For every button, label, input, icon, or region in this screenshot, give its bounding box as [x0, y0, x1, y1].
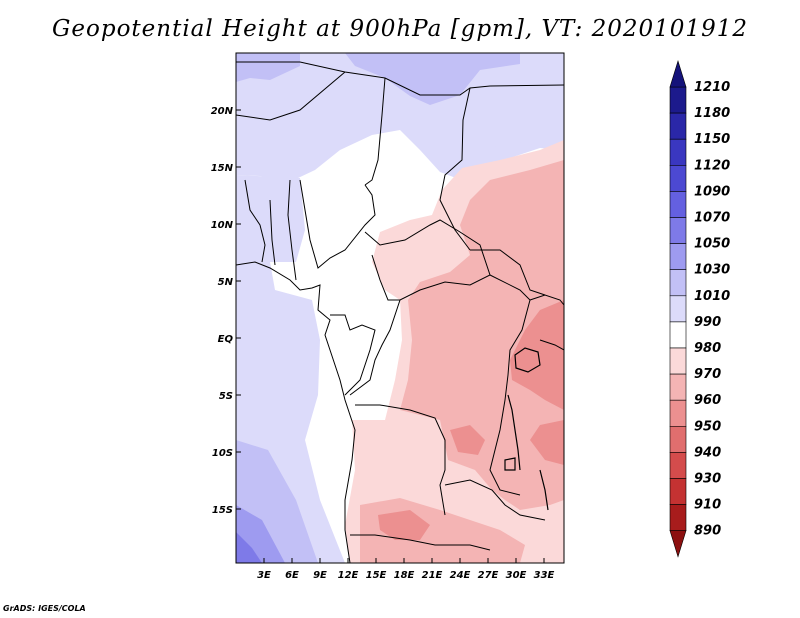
colorbar-label: 1210: [694, 80, 730, 95]
colorbar-swatch: [669, 504, 687, 532]
colorbar-swatch: [669, 321, 687, 349]
colorbar-label: 960: [694, 393, 721, 408]
lake-victoria: [514, 347, 541, 373]
colorbar-swatch: [669, 478, 687, 505]
colorbar-swatch: [669, 425, 687, 453]
lat-label: 15S: [212, 505, 233, 516]
colorbar-label: 940: [694, 445, 721, 460]
lon-labels: 3E 6E 9E 12E 15E 18E 21E 24E 27E 30E 33E: [257, 570, 554, 581]
lake-tanganyika: [507, 394, 521, 471]
colorbar-label: 950: [694, 419, 721, 434]
map-plot: [236, 53, 564, 563]
border-tanzania: [539, 339, 564, 351]
colorbar-label: 1050: [694, 237, 730, 252]
lon-label: 15E: [366, 570, 387, 581]
colorbar-label: 1010: [694, 289, 730, 304]
colorbar-swatch: [669, 191, 687, 218]
border-sudan-sudan: [470, 249, 546, 296]
colorbar-label: 970: [694, 367, 721, 382]
border-north-line: [236, 61, 564, 96]
border-niger-chad: [364, 77, 386, 186]
colorbar-swatch: [669, 217, 687, 244]
colorbar-swatch: [669, 138, 687, 166]
border-angola-namibia: [350, 534, 491, 551]
colorbar-label: 910: [694, 498, 721, 513]
lon-label: 33E: [534, 570, 555, 581]
chart-title: Geopotential Height at 900hPa [gpm], VT:…: [52, 16, 748, 42]
lon-label: 9E: [313, 570, 327, 581]
colorbar-swatch: [669, 243, 687, 271]
lon-label: 3E: [257, 570, 271, 581]
border-angola: [355, 404, 446, 516]
lat-label: 20N: [211, 106, 234, 117]
map-frame: [235, 52, 565, 564]
colorbar-min-arrow: [669, 530, 687, 558]
contour-1090-sw: [236, 532, 262, 563]
contour-960-central-cell: [450, 425, 485, 455]
country-borders: [236, 61, 564, 563]
contour-960-south-cell: [378, 510, 430, 540]
border-coast-west-africa: [236, 261, 356, 563]
lat-label: 10S: [212, 448, 233, 459]
lat-label: 15N: [211, 163, 234, 174]
colorbar-label: 1030: [694, 263, 730, 278]
border-east-africa: [529, 294, 564, 306]
colorbar-label: 1070: [694, 211, 730, 226]
colorbar-swatch: [669, 269, 687, 297]
lon-label: 12E: [338, 570, 359, 581]
border-drc-north: [349, 299, 401, 396]
colorbar-label: 1120: [694, 158, 730, 173]
lat-label: EQ: [218, 334, 234, 345]
colorbar-label: 990: [694, 315, 721, 330]
lake-small-1: [504, 457, 516, 471]
colorbar-swatch: [669, 165, 687, 192]
colorbar-swatch: [669, 112, 687, 140]
contour-960-east: [510, 300, 564, 410]
lon-label: 21E: [422, 570, 443, 581]
colorbar-label: 890: [694, 524, 721, 539]
border-zambia: [444, 479, 546, 521]
colorbar-label: 980: [694, 341, 721, 356]
lon-label: 18E: [394, 570, 415, 581]
border-chad-sudan: [439, 87, 471, 251]
border-drc-east: [489, 274, 531, 496]
colorbar-max-arrow: [669, 59, 687, 88]
contour-1030-northeast: [462, 53, 564, 150]
colorbar-swatch: [669, 347, 687, 375]
contour-960-southeast: [530, 420, 564, 465]
border-mali-niger: [236, 71, 346, 121]
lon-label: 6E: [285, 570, 299, 581]
lat-label: 5S: [219, 391, 233, 402]
border-benin: [287, 179, 297, 281]
border-guinea: [244, 179, 266, 263]
colorbar-swatch: [669, 452, 687, 479]
border-nigeria-cameroon: [299, 179, 376, 269]
lat-label: 10N: [211, 220, 234, 231]
colorbar-label: 1090: [694, 184, 730, 199]
lon-label: 27E: [478, 570, 499, 581]
colorbar-swatch: [669, 295, 687, 323]
border-ghana: [269, 199, 276, 266]
colorbar-label: 930: [694, 472, 721, 487]
colorbar-swatch: [669, 399, 687, 427]
colorbar: 1210 1180 1150 1120 1090 1070 1050 1030 1010 990 9…: [669, 59, 730, 558]
lat-labels: 20N 15N 10N 5N EQ 5S 10S 15S: [211, 106, 234, 516]
axis-ticks: [236, 109, 545, 563]
lon-label: 30E: [506, 570, 527, 581]
lakes: [504, 347, 549, 511]
colorbar-label: 1150: [694, 132, 730, 147]
border-congo-gabon: [330, 314, 376, 396]
contour-1050-west: [236, 53, 300, 82]
lon-label: 24E: [450, 570, 471, 581]
contour-1050-north: [345, 53, 520, 105]
contour-970-core: [400, 160, 564, 510]
grads-credit: GrADS: IGES/COLA: [3, 604, 86, 613]
colorbar-label: 1180: [694, 106, 730, 121]
colorbar-swatch: [669, 86, 687, 114]
colorbar-swatch: [669, 373, 687, 401]
lake-malawi: [539, 469, 549, 511]
lat-label: 5N: [218, 277, 234, 288]
